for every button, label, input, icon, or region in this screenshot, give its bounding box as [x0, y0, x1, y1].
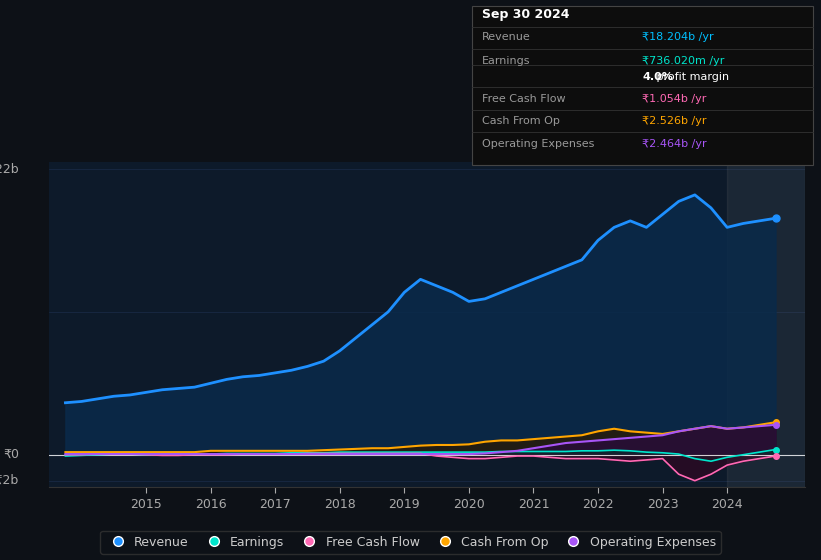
Text: Sep 30 2024: Sep 30 2024 [482, 8, 570, 21]
Text: ₹736.020m /yr: ₹736.020m /yr [643, 56, 725, 66]
Text: ₹2.464b /yr: ₹2.464b /yr [643, 139, 707, 149]
Text: ₹18.204b /yr: ₹18.204b /yr [643, 32, 714, 43]
Text: ₹0: ₹0 [3, 448, 19, 461]
Text: Cash From Op: Cash From Op [482, 116, 560, 127]
Text: Revenue: Revenue [482, 32, 531, 43]
Text: ₹22b: ₹22b [0, 162, 19, 175]
Text: 4.0%: 4.0% [643, 72, 673, 82]
Text: -₹2b: -₹2b [0, 474, 19, 487]
Legend: Revenue, Earnings, Free Cash Flow, Cash From Op, Operating Expenses: Revenue, Earnings, Free Cash Flow, Cash … [100, 531, 721, 554]
Text: profit margin: profit margin [654, 72, 730, 82]
Text: Operating Expenses: Operating Expenses [482, 139, 594, 149]
Text: Earnings: Earnings [482, 56, 531, 66]
Text: ₹2.526b /yr: ₹2.526b /yr [643, 116, 707, 127]
Text: Free Cash Flow: Free Cash Flow [482, 94, 566, 104]
Bar [727, 162, 805, 487]
Text: ₹1.054b /yr: ₹1.054b /yr [643, 94, 707, 104]
